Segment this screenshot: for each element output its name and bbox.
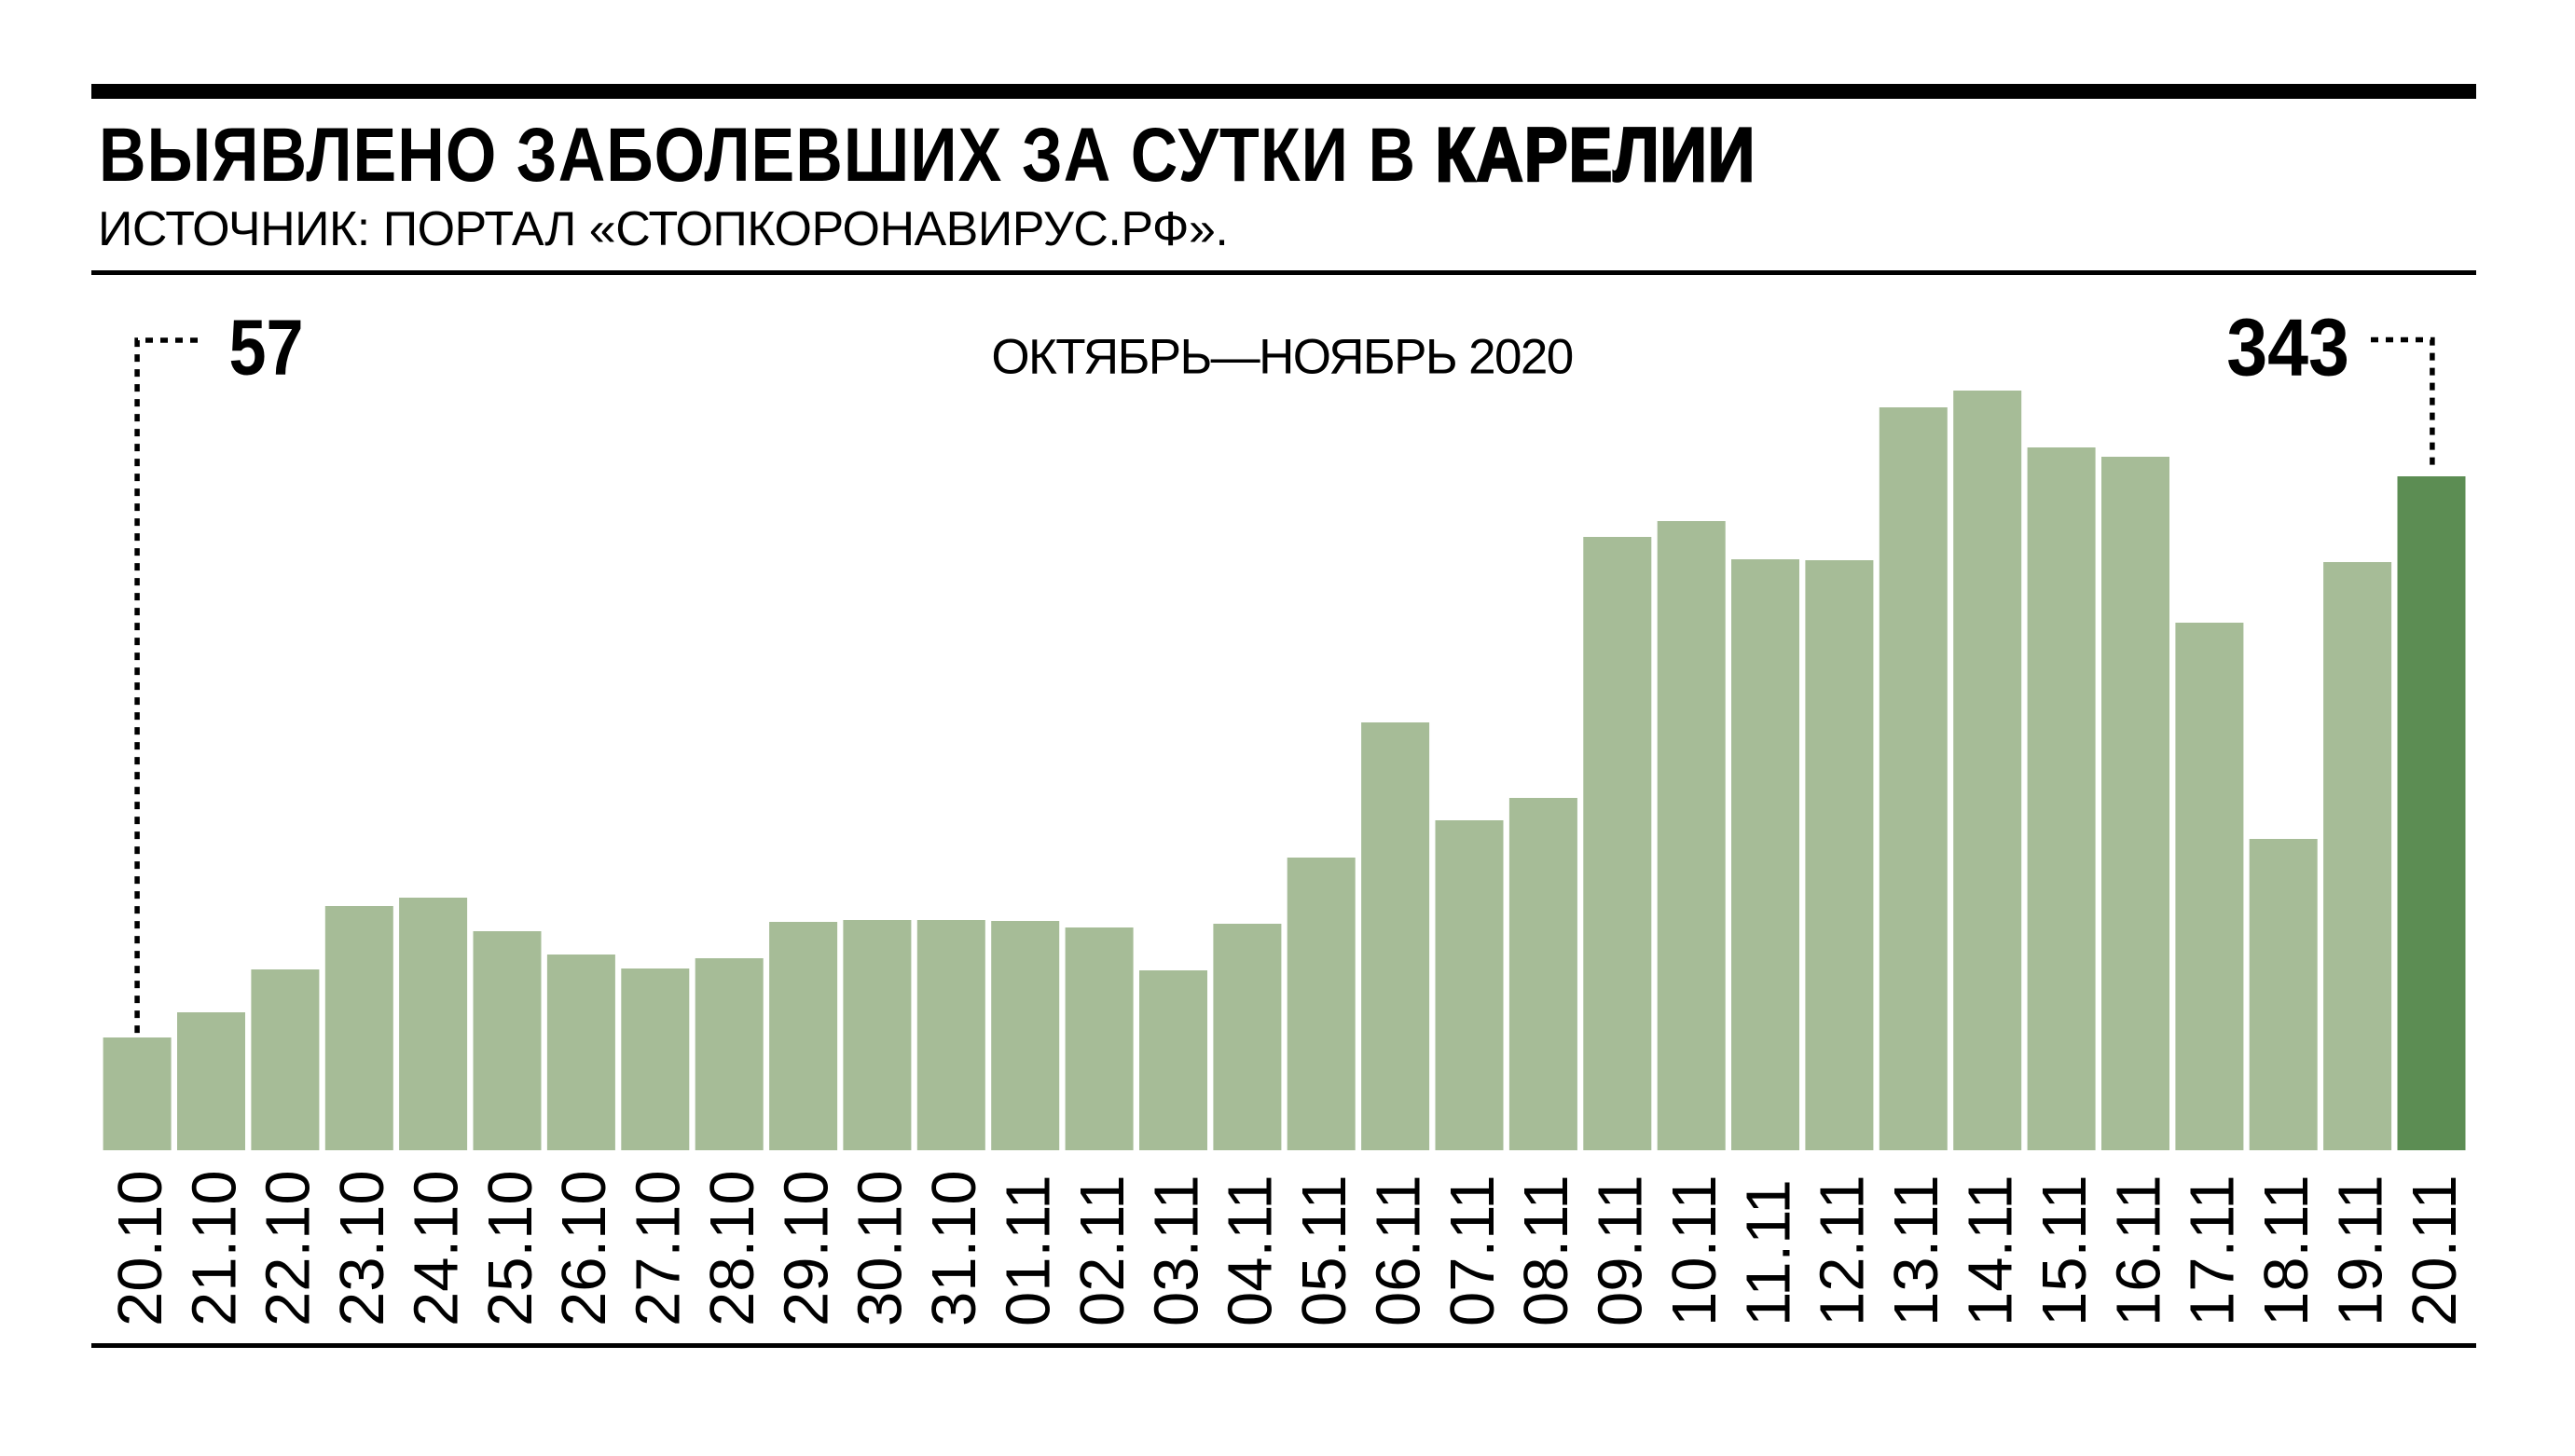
svg-text:19.11: 19.11: [2325, 1174, 2395, 1326]
svg-text:20.10: 20.10: [105, 1170, 175, 1326]
svg-text:26.10: 26.10: [549, 1170, 619, 1326]
svg-text:16.11: 16.11: [2103, 1174, 2173, 1326]
svg-text:06.11: 06.11: [1363, 1174, 1433, 1326]
svg-text:11.11: 11.11: [1733, 1179, 1803, 1326]
svg-text:30.10: 30.10: [846, 1170, 916, 1326]
svg-text:17.11: 17.11: [2178, 1174, 2248, 1326]
svg-text:10.11: 10.11: [1659, 1174, 1729, 1326]
svg-text:20.11: 20.11: [2400, 1174, 2470, 1326]
svg-text:ВЫЯВЛЕНО ЗАБОЛЕВШИХ ЗА СУТКИ В: ВЫЯВЛЕНО ЗАБОЛЕВШИХ ЗА СУТКИ В КАРЕЛИИ: [99, 113, 1756, 198]
svg-text:57: 57: [229, 303, 304, 391]
svg-text:13.11: 13.11: [1881, 1174, 1951, 1326]
svg-text:08.11: 08.11: [1511, 1174, 1581, 1326]
svg-text:28.10: 28.10: [697, 1170, 767, 1326]
svg-text:04.11: 04.11: [1216, 1174, 1286, 1326]
svg-text:22.10: 22.10: [254, 1170, 324, 1326]
svg-text:21.10: 21.10: [179, 1170, 249, 1326]
svg-text:29.10: 29.10: [771, 1170, 841, 1326]
svg-text:05.11: 05.11: [1289, 1174, 1359, 1326]
svg-text:27.10: 27.10: [624, 1170, 694, 1326]
svg-text:01.11: 01.11: [994, 1174, 1064, 1326]
svg-text:14.11: 14.11: [1956, 1174, 2026, 1326]
svg-text:02.11: 02.11: [1067, 1174, 1137, 1326]
svg-text:09.11: 09.11: [1586, 1174, 1656, 1326]
svg-text:25.10: 25.10: [475, 1170, 545, 1326]
svg-text:18.11: 18.11: [2251, 1174, 2321, 1326]
svg-text:343: 343: [2226, 302, 2349, 392]
svg-text:24.10: 24.10: [401, 1170, 471, 1326]
svg-text:ИСТОЧНИК: ПОРТАЛ «СТОПКОРОНАВИ: ИСТОЧНИК: ПОРТАЛ «СТОПКОРОНАВИРУС.РФ».: [98, 202, 1228, 256]
svg-text:23.10: 23.10: [327, 1170, 397, 1326]
svg-text:03.11: 03.11: [1141, 1174, 1211, 1326]
svg-text:31.10: 31.10: [919, 1170, 989, 1326]
svg-text:15.11: 15.11: [2030, 1174, 2100, 1326]
svg-text:07.11: 07.11: [1438, 1174, 1508, 1326]
svg-text:ОКТЯБРЬ—НОЯБРЬ 2020: ОКТЯБРЬ—НОЯБРЬ 2020: [991, 330, 1572, 385]
svg-text:12.11: 12.11: [1808, 1174, 1878, 1326]
